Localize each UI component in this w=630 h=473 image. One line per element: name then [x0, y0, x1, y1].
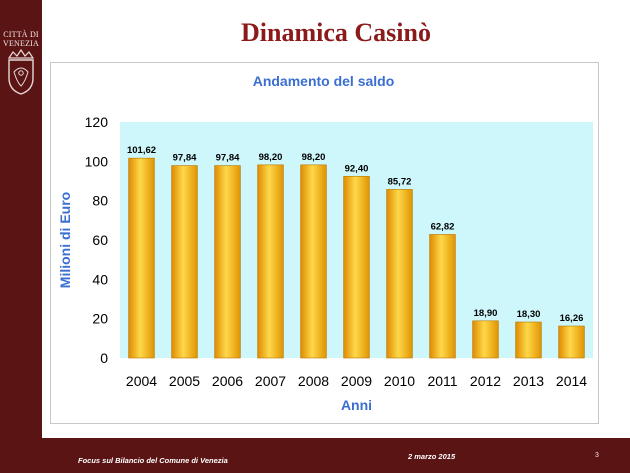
- bar-2014: [558, 325, 585, 359]
- bar-2004: [128, 157, 155, 359]
- x-tick-2007: 2007: [255, 373, 286, 389]
- footer-caption: Focus sul Bilancio del Comune di Venezia: [78, 456, 228, 465]
- slide-title: Dinamica Casinò: [241, 18, 431, 47]
- x-tick-2014: 2014: [556, 373, 587, 389]
- bar-2011: [429, 234, 456, 359]
- bar-2012: [472, 320, 499, 359]
- sidebar-band: CITTÀ DI VENEZIA: [0, 0, 42, 473]
- bar-2009: [343, 175, 370, 359]
- value-label-2013: 18,30: [517, 309, 541, 320]
- x-tick-2004: 2004: [126, 373, 157, 389]
- value-label-2009: 92,40: [345, 163, 369, 174]
- y-tick-120: 120: [85, 114, 109, 130]
- bar-2007: [257, 164, 284, 359]
- y-tick-20: 20: [92, 311, 108, 327]
- x-tick-2013: 2013: [513, 373, 544, 389]
- y-tick-0: 0: [100, 350, 108, 366]
- x-tick-2011: 2011: [427, 373, 457, 389]
- y-tick-60: 60: [92, 232, 108, 248]
- crest-text: CITTÀ DI VENEZIA: [2, 30, 40, 48]
- page-number: 3: [595, 452, 599, 459]
- bar-2013: [515, 321, 542, 359]
- footer-date: 2 marzo 2015: [408, 452, 456, 461]
- bar-2008: [300, 164, 327, 359]
- value-label-2008: 98,20: [302, 152, 326, 163]
- value-label-2012: 18,90: [474, 308, 498, 319]
- y-tick-40: 40: [92, 271, 108, 287]
- venice-crest-icon: [7, 48, 35, 95]
- x-tick-2005: 2005: [169, 373, 200, 389]
- value-label-2004: 101,62: [127, 145, 156, 156]
- x-axis-label: Anni: [341, 397, 372, 413]
- value-label-2014: 16,26: [560, 313, 584, 324]
- value-label-2011: 62,82: [431, 221, 455, 232]
- bar-2010: [386, 189, 413, 359]
- y-axis-label: Milioni di Euro: [57, 192, 73, 288]
- y-tick-80: 80: [92, 193, 108, 209]
- x-tick-2006: 2006: [212, 373, 243, 389]
- x-tick-2010: 2010: [384, 373, 415, 389]
- bar-2006: [214, 165, 241, 359]
- chart-title: Andamento del saldo: [252, 73, 395, 89]
- x-tick-2009: 2009: [341, 373, 372, 389]
- value-label-2005: 97,84: [173, 153, 197, 164]
- footer-band: Focus sul Bilancio del Comune di Venezia…: [0, 438, 630, 473]
- x-tick-2012: 2012: [470, 373, 501, 389]
- bar-2005: [171, 165, 198, 359]
- x-tick-2008: 2008: [298, 373, 329, 389]
- y-tick-100: 100: [85, 153, 109, 169]
- value-label-2006: 97,84: [216, 153, 240, 164]
- value-label-2010: 85,72: [388, 176, 412, 187]
- value-label-2007: 98,20: [259, 152, 283, 163]
